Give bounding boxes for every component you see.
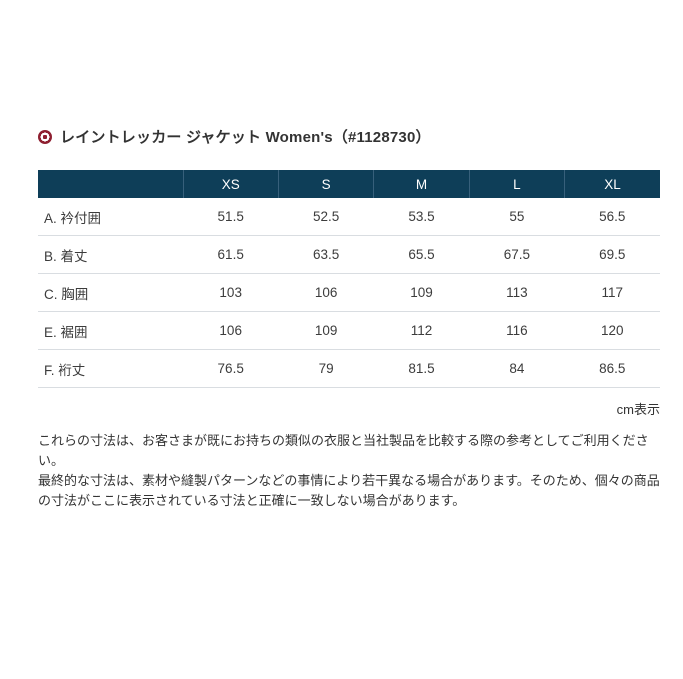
size-value-cell: 84 (469, 349, 565, 388)
size-value-cell: 69.5 (564, 235, 660, 274)
size-value-cell: 116 (469, 311, 565, 350)
size-value-cell: 76.5 (183, 349, 279, 388)
size-value-cell: 120 (564, 311, 660, 350)
measurement-header-cell (38, 170, 183, 198)
row-label: C. 胸囲 (38, 273, 183, 312)
size-value-cell: 109 (278, 311, 374, 350)
unit-label: cm表示 (616, 402, 660, 417)
table-header-row: XS S M L XL (38, 170, 660, 198)
row-label: A. 衿付囲 (38, 198, 183, 236)
size-value-cell: 113 (469, 273, 565, 312)
size-value-cell: 52.5 (278, 198, 374, 236)
table-row: C. 胸囲 103 106 109 113 117 (38, 273, 660, 312)
size-value-cell: 65.5 (373, 235, 470, 274)
row-label: F. 裄丈 (38, 349, 183, 388)
size-value-cell: 103 (183, 273, 279, 312)
table-row: B. 着丈 61.5 63.5 65.5 67.5 69.5 (38, 235, 660, 274)
size-value-cell: 67.5 (469, 235, 565, 274)
size-value-cell: 56.5 (564, 198, 660, 236)
size-column-header-s: S (277, 170, 374, 198)
size-value-cell: 55 (469, 198, 565, 236)
table-row: F. 裄丈 76.5 79 81.5 84 86.5 (38, 349, 660, 388)
size-value-cell: 106 (278, 273, 374, 312)
size-value-cell: 61.5 (183, 235, 279, 274)
product-title-row: レイントレッカー ジャケット Women's（#1128730） (38, 126, 660, 147)
size-value-cell: 53.5 (373, 198, 470, 236)
size-value-cell: 51.5 (183, 198, 279, 236)
size-column-header-m: M (373, 170, 470, 198)
table-row: A. 衿付囲 51.5 52.5 53.5 55 56.5 (38, 198, 660, 236)
page-title: レイントレッカー ジャケット Women's（#1128730） (60, 129, 431, 146)
size-value-cell: 81.5 (373, 349, 470, 388)
size-value-cell: 112 (373, 311, 470, 350)
size-column-header-xs: XS (182, 170, 279, 198)
size-value-cell: 86.5 (564, 349, 660, 388)
bullseye-icon (38, 129, 52, 144)
size-value-cell: 106 (183, 311, 279, 350)
disclaimer-line-2: 最終的な寸法は、素材や縫製パターンなどの事情により若干異なる場合があります。その… (38, 473, 660, 508)
row-label: B. 着丈 (38, 235, 183, 274)
disclaimer-text: これらの寸法は、お客さまが既にお持ちの類似の衣服と当社製品を比較する際の参考とし… (38, 431, 664, 511)
disclaimer-line-1: これらの寸法は、お客さまが既にお持ちの類似の衣服と当社製品を比較する際の参考とし… (38, 433, 649, 468)
size-value-cell: 117 (564, 273, 660, 312)
size-value-cell: 109 (373, 273, 470, 312)
row-label: E. 裾囲 (38, 311, 183, 350)
size-value-cell: 63.5 (278, 235, 374, 274)
size-value-cell: 79 (278, 349, 374, 388)
size-column-header-xl: XL (564, 170, 660, 198)
size-chart-table: XS S M L XL A. 衿付囲 51.5 52.5 53.5 55 56.… (38, 170, 660, 388)
size-column-header-l: L (468, 170, 565, 198)
table-row: E. 裾囲 106 109 112 116 120 (38, 311, 660, 350)
